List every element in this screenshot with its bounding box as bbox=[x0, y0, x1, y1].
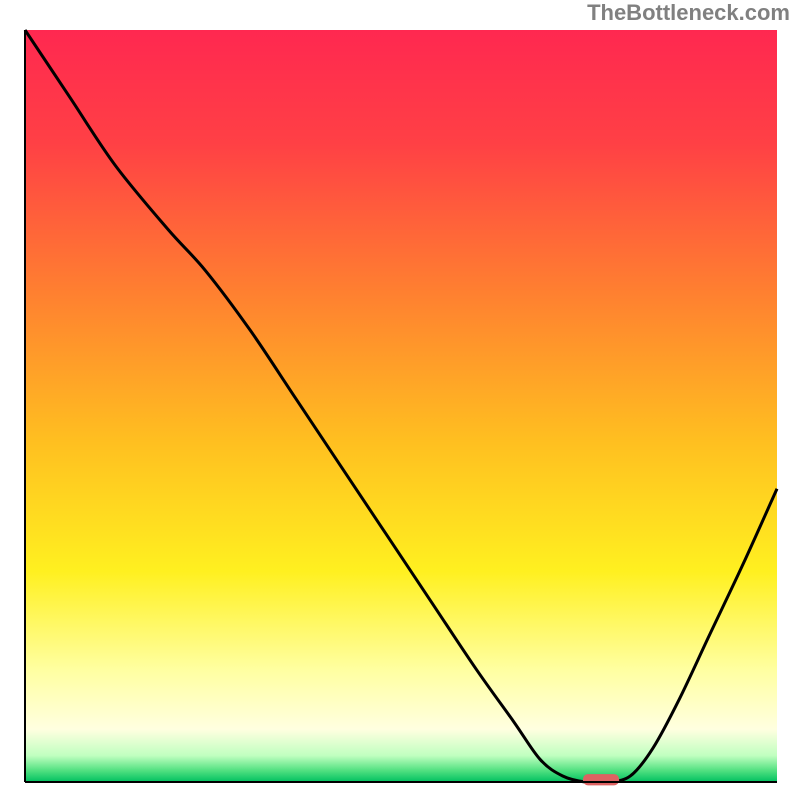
attribution-text: TheBottleneck.com bbox=[587, 0, 790, 26]
bottleneck-chart bbox=[0, 0, 800, 800]
optimal-marker bbox=[583, 774, 619, 785]
chart-image: TheBottleneck.com bbox=[0, 0, 800, 800]
gradient-background bbox=[25, 30, 777, 782]
